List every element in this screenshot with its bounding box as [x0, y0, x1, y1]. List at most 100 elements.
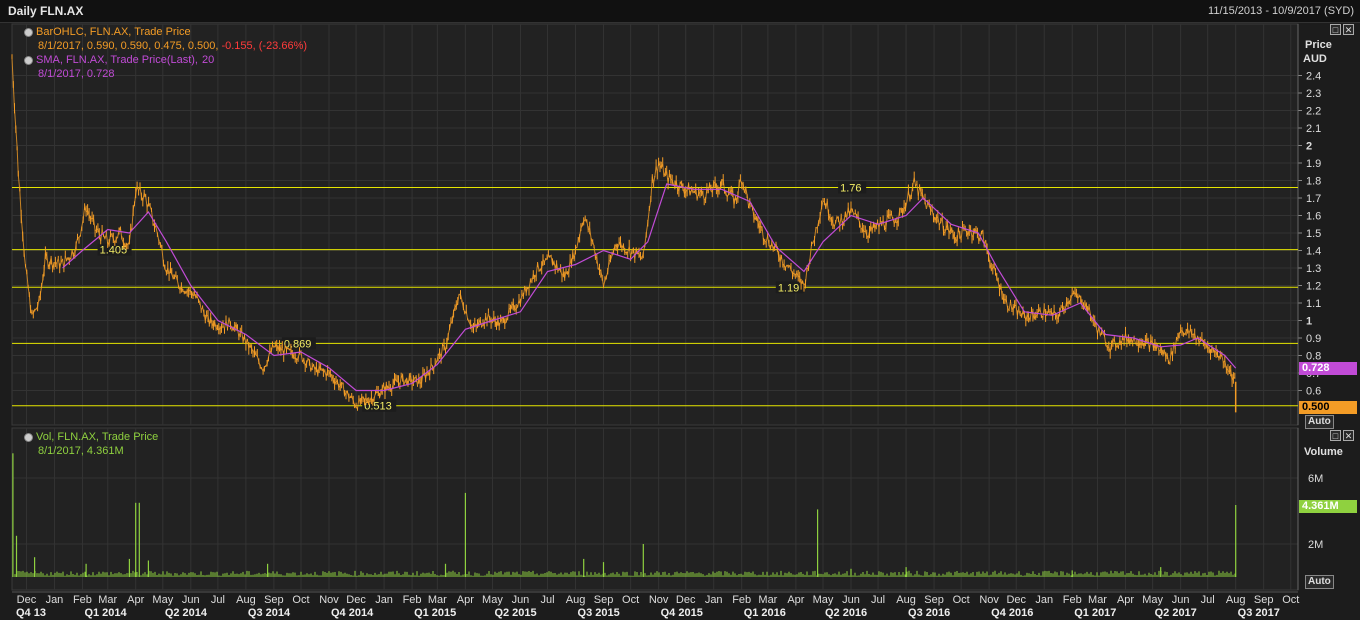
bar-legend-row[interactable]: BarOHLC, FLN.AX, Trade Price: [24, 25, 307, 39]
x-month-tick-label: May: [1142, 594, 1163, 606]
price-tick-label: 0.9: [1306, 333, 1321, 345]
x-month-tick-label: Jul: [211, 594, 225, 606]
x-month-tick-label: Aug: [236, 594, 256, 606]
x-month-tick-label: Jul: [871, 594, 885, 606]
volume-pane: [11, 427, 1299, 591]
price-close-line: [11, 58, 1236, 411]
x-quarter-label: Q1 2017: [1074, 607, 1116, 619]
price-auto-scale-button[interactable]: Auto: [1305, 415, 1334, 429]
x-month-tick-label: Aug: [896, 594, 916, 606]
price-tick-label: 0.6: [1306, 386, 1321, 398]
price-legend: BarOHLC, FLN.AX, Trade Price 8/1/2017, 0…: [24, 25, 307, 81]
x-month-tick-label: Nov: [649, 594, 669, 606]
price-tick-label: 1.1: [1306, 298, 1321, 310]
volume-legend-title: Vol, FLN.AX, Trade Price: [36, 431, 159, 443]
x-quarter-label: Q2 2014: [165, 607, 208, 619]
bar-series-icon[interactable]: [24, 27, 33, 37]
reference-label-bg: [838, 181, 867, 194]
x-month-tick-label: Oct: [622, 594, 639, 606]
reference-line-label: 1.19: [778, 282, 799, 294]
x-month-tick-label: Feb: [403, 594, 422, 606]
x-month-tick-label: May: [482, 594, 503, 606]
reference-label-bg: [775, 281, 804, 294]
x-month-tick-label: Sep: [594, 594, 614, 606]
x-quarter-label: Q1 2016: [744, 607, 786, 619]
price-tick-label: 1.5: [1306, 228, 1321, 240]
volume-legend-values: 8/1/2017, 4.361M: [38, 445, 124, 457]
x-month-tick-label: Apr: [457, 594, 474, 606]
price-tick-label: 0.8: [1306, 351, 1321, 363]
x-month-tick-label: Dec: [1006, 594, 1026, 606]
price-axis-unit: AUD: [1303, 53, 1327, 65]
x-quarter-label: Q4 2016: [991, 607, 1033, 619]
x-month-tick-label: Jan: [375, 594, 393, 606]
x-month-tick-label: Apr: [127, 594, 144, 606]
x-month-tick-label: May: [813, 594, 834, 606]
sma-line: [62, 183, 1237, 392]
x-quarter-label: Q4 2014: [331, 607, 374, 619]
x-quarter-label: Q1 2014: [84, 607, 127, 619]
volume-tick-label: 6M: [1308, 473, 1323, 485]
sma-legend-values: 8/1/2017, 0.728: [38, 68, 115, 80]
x-month-tick-label: Sep: [1254, 594, 1274, 606]
reference-line-label: 1.76: [840, 183, 861, 195]
x-month-tick-label: Dec: [346, 594, 366, 606]
price-tick-label: 1.3: [1306, 263, 1321, 275]
volume-series-icon[interactable]: [24, 432, 33, 442]
price-tick-label: 1: [1306, 316, 1312, 328]
x-month-tick-label: Jan: [705, 594, 723, 606]
maximize-icon[interactable]: □: [1330, 24, 1341, 35]
x-quarter-label: Q2 2017: [1155, 607, 1197, 619]
price-tick-label: 1.7: [1306, 193, 1321, 205]
volume-pane-controls: □ ✕: [1330, 430, 1354, 441]
price-tick-label: 2.2: [1306, 106, 1321, 118]
x-quarter-label: Q3 2015: [578, 607, 620, 619]
price-pane-controls: □ ✕: [1330, 24, 1354, 35]
price-last-tag: 0.500: [1299, 401, 1357, 414]
x-quarter-label: Q3 2017: [1238, 607, 1280, 619]
bar-legend-title: BarOHLC, FLN.AX, Trade Price: [36, 26, 191, 38]
close-icon[interactable]: ✕: [1343, 430, 1354, 441]
x-month-tick-label: Nov: [979, 594, 999, 606]
reference-label-bg: [281, 337, 316, 350]
x-month-tick-label: Apr: [787, 594, 804, 606]
title-bar: Daily FLN.AX 11/15/2013 - 10/9/2017 (SYD…: [0, 0, 1360, 23]
x-quarter-label: Q2 2016: [825, 607, 867, 619]
x-month-tick-label: Feb: [73, 594, 92, 606]
price-tick-label: 1.9: [1306, 158, 1321, 170]
bar-legend-change: -0.155, (-23.66%): [221, 40, 308, 52]
x-month-tick-label: Jun: [842, 594, 860, 606]
x-month-tick-label: Mar: [98, 594, 117, 606]
close-icon[interactable]: ✕: [1343, 24, 1354, 35]
price-tick-label: 1.8: [1306, 176, 1321, 188]
sma-last-tag: 0.728: [1299, 362, 1357, 375]
sma-legend-period: 20: [202, 54, 215, 66]
x-month-tick-label: Sep: [924, 594, 944, 606]
sma-legend-row[interactable]: SMA, FLN.AX, Trade Price(Last), 20: [24, 53, 307, 67]
price-tick-label: 1.2: [1306, 281, 1321, 293]
x-month-tick-label: Mar: [1088, 594, 1107, 606]
volume-legend: Vol, FLN.AX, Trade Price 8/1/2017, 4.361…: [24, 430, 158, 458]
volume-legend-row[interactable]: Vol, FLN.AX, Trade Price: [24, 430, 158, 444]
x-quarter-label: Q4 13: [16, 607, 46, 619]
x-quarter-label: Q1 2015: [414, 607, 456, 619]
volume-auto-scale-button[interactable]: Auto: [1305, 575, 1334, 589]
x-month-tick-label: Feb: [732, 594, 751, 606]
x-quarter-label: Q3 2016: [908, 607, 950, 619]
price-tick-label: 2.3: [1306, 88, 1321, 100]
x-month-tick-label: Aug: [1226, 594, 1246, 606]
x-month-tick-label: Nov: [319, 594, 339, 606]
sma-series-icon[interactable]: [24, 55, 33, 65]
price-tick-label: 1.4: [1306, 246, 1321, 258]
x-month-tick-label: Mar: [428, 594, 447, 606]
x-month-tick-label: Jan: [46, 594, 64, 606]
x-month-tick-label: Sep: [264, 594, 284, 606]
x-month-tick-label: Feb: [1063, 594, 1082, 606]
x-month-tick-label: Jun: [1172, 594, 1190, 606]
price-pane: [11, 23, 1299, 426]
maximize-icon[interactable]: □: [1330, 430, 1341, 441]
reference-line-label: 1.405: [100, 245, 128, 257]
volume-bars: [12, 453, 1237, 577]
x-month-tick-label: Oct: [292, 594, 309, 606]
